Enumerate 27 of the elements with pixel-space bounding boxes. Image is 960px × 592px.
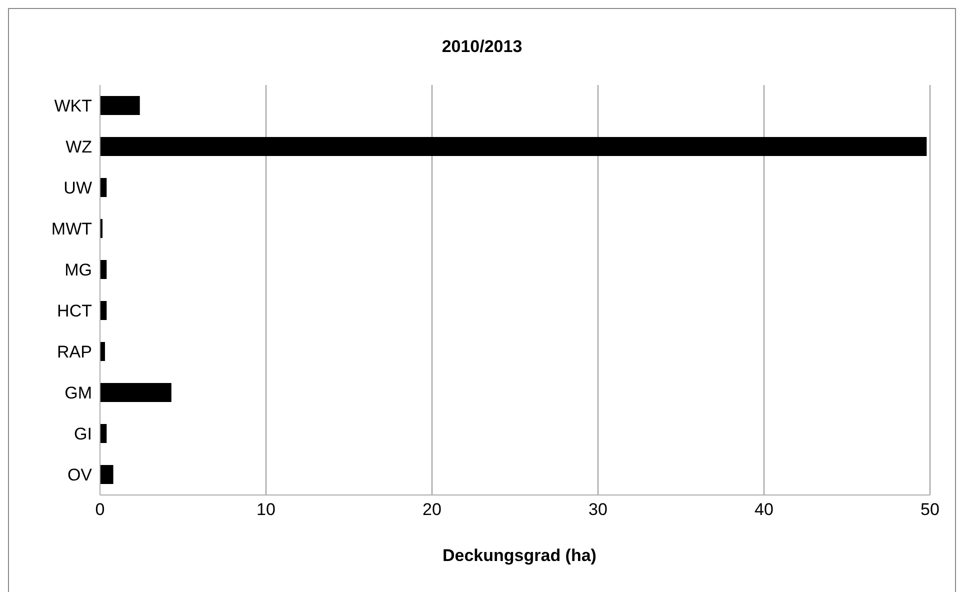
bar	[100, 342, 105, 361]
x-tick-label: 10	[256, 500, 276, 520]
x-tick-label: 30	[588, 500, 608, 520]
bar	[100, 178, 107, 197]
bar	[100, 301, 107, 320]
bar	[100, 465, 114, 484]
chart-title: 2010/2013	[440, 37, 524, 57]
y-tick-label: MWT	[51, 220, 92, 239]
y-tick-label: UW	[64, 178, 92, 198]
y-tick-label: RAP	[57, 342, 92, 362]
x-tick-label: 20	[422, 500, 442, 520]
y-tick-label: WKT	[54, 96, 92, 116]
bar	[100, 383, 172, 402]
x-tick-label: 0	[95, 500, 105, 520]
y-tick-label: GI	[74, 424, 92, 444]
y-tick-label: OV	[67, 466, 93, 485]
bar	[100, 96, 140, 115]
y-tick-label: WZ	[66, 138, 92, 157]
y-tick-label: MG	[64, 260, 92, 280]
y-tick-label: HCT	[57, 302, 92, 321]
x-tick-label: 40	[754, 500, 774, 520]
bar	[100, 137, 927, 156]
bar	[100, 424, 107, 443]
x-axis-title: Deckungsgrad (ha)	[442, 546, 598, 566]
bar	[100, 260, 107, 279]
y-tick-label: GM	[64, 384, 92, 403]
x-tick-label: 50	[920, 500, 940, 520]
